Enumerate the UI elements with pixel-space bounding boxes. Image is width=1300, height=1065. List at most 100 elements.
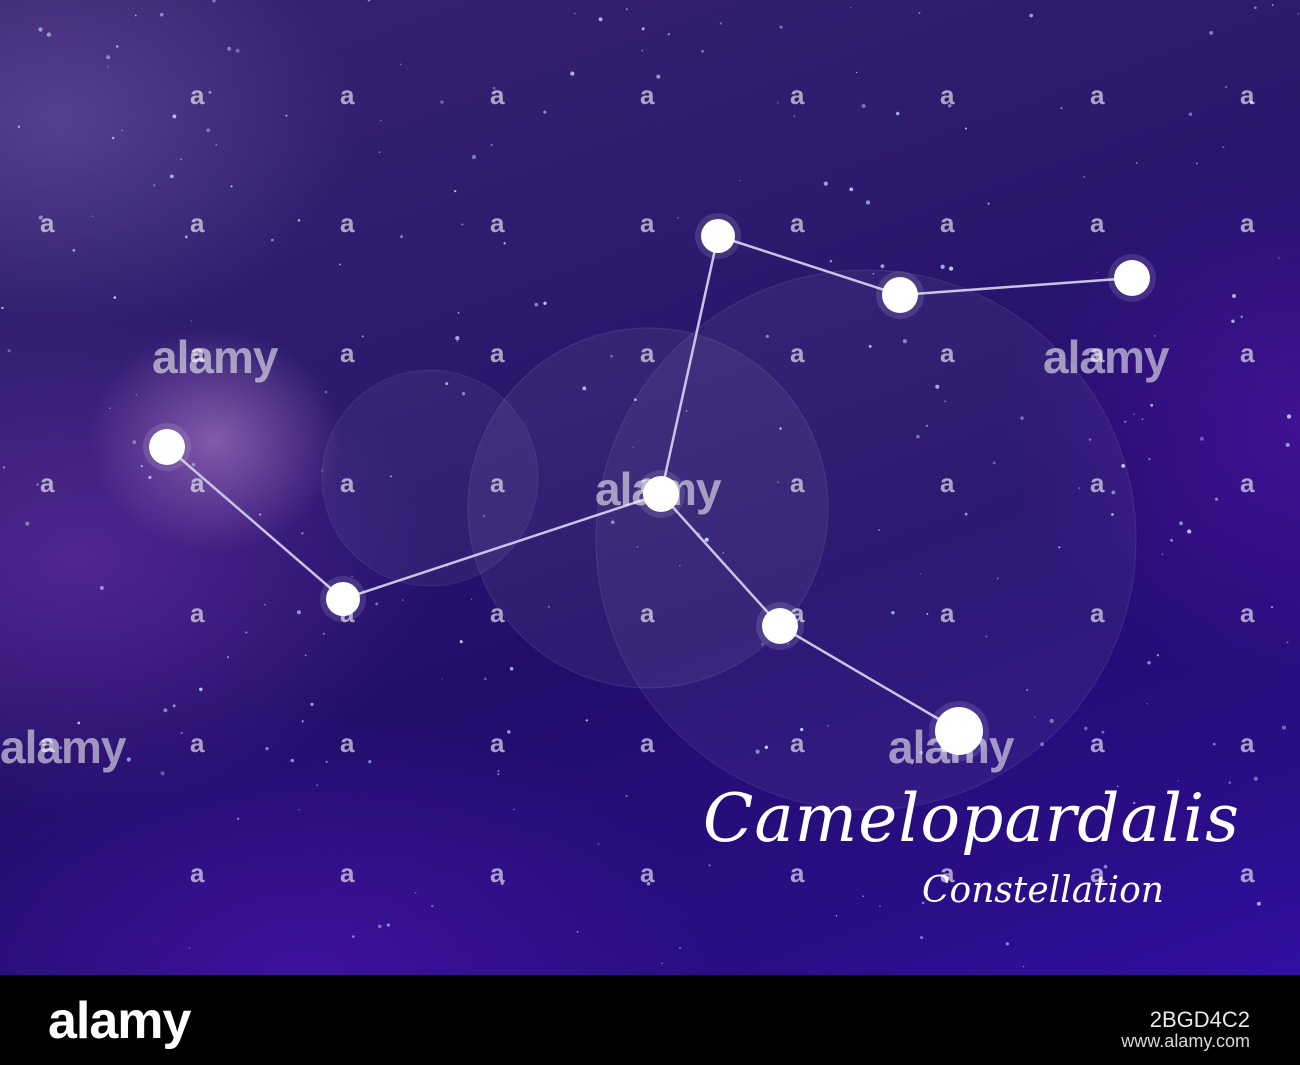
watermark-mark: a (340, 728, 355, 758)
background-star (878, 529, 881, 531)
background-star (2, 466, 6, 469)
background-star (576, 930, 579, 933)
background-star (310, 702, 314, 707)
watermark-mark: a (790, 468, 805, 498)
alamy-logo: alamy (48, 992, 191, 1050)
background-star (490, 143, 493, 147)
background-star (1123, 420, 1127, 423)
background-star (800, 727, 804, 732)
background-star (1040, 742, 1044, 747)
background-star (964, 512, 968, 516)
background-star (685, 410, 688, 412)
background-star (190, 320, 192, 322)
watermark-mark: a (190, 858, 205, 888)
background-star (940, 264, 945, 269)
background-star (304, 654, 307, 657)
background-star (148, 475, 152, 480)
watermark-mark: a (340, 80, 355, 110)
watermark-text: alamy (1043, 331, 1169, 383)
background-star (1088, 438, 1092, 441)
background-star (701, 49, 704, 53)
watermark-mark: a (1240, 80, 1255, 110)
background-star (1141, 418, 1144, 420)
background-star (386, 923, 390, 927)
watermark-mark: a (790, 598, 805, 628)
background-star (879, 905, 881, 907)
background-star (456, 340, 458, 343)
background-star (235, 48, 240, 53)
watermark-mark: a (940, 80, 955, 110)
background-star (325, 760, 328, 763)
background-star (106, 55, 111, 60)
background-star (121, 129, 123, 132)
background-star (872, 272, 875, 275)
background-star (180, 731, 183, 735)
background-star (985, 635, 988, 638)
background-star (1286, 641, 1289, 644)
background-star (509, 666, 514, 671)
background-star (667, 33, 671, 36)
background-star (301, 532, 304, 535)
watermark-mark: a (640, 338, 655, 368)
background-star (1297, 13, 1299, 15)
background-star (367, 0, 371, 2)
background-star (1249, 100, 1253, 104)
background-star (661, 962, 663, 964)
background-star (132, 440, 137, 444)
background-star (1231, 293, 1237, 299)
watermark-mark: a (790, 208, 805, 238)
background-star (779, 25, 783, 29)
background-star (1034, 716, 1036, 718)
watermark-mark: a (1240, 598, 1255, 628)
background-star (506, 730, 511, 734)
background-star (765, 334, 770, 339)
background-star (500, 881, 504, 886)
bokeh-circle (321, 369, 539, 587)
background-star (25, 521, 30, 526)
background-stars (1, 0, 1299, 968)
background-star (987, 202, 990, 205)
background-star (755, 749, 760, 754)
watermark-mark: a (490, 728, 505, 758)
background-star (1209, 30, 1214, 35)
watermark-mark: a (490, 468, 505, 498)
background-star (297, 808, 300, 811)
watermark-mark: a (1090, 208, 1105, 238)
constellation-stars (143, 213, 1156, 761)
background-star (1136, 162, 1138, 164)
background-star (916, 434, 920, 439)
watermark-mark: a (190, 468, 205, 498)
constellation-line (660, 493, 781, 627)
background-star (402, 599, 404, 601)
background-star (208, 90, 212, 94)
watermark-mark: a (490, 208, 505, 238)
background-star (891, 611, 895, 615)
background-star (739, 179, 741, 182)
watermark-mark: a (190, 598, 205, 628)
background-star (159, 12, 164, 17)
background-star (1101, 730, 1105, 734)
background-star (944, 400, 947, 403)
background-star (296, 610, 301, 615)
background-star (160, 771, 165, 776)
background-star (650, 615, 653, 618)
watermark-mark: a (640, 468, 655, 498)
background-star (399, 63, 402, 65)
background-star (1146, 703, 1148, 705)
background-star (470, 598, 473, 601)
watermark-mark: a (940, 598, 955, 628)
background-star (708, 864, 711, 867)
background-star (134, 14, 137, 17)
background-star (761, 643, 764, 646)
background-star (46, 32, 52, 37)
watermark-mark: a (940, 728, 955, 758)
background-star (245, 631, 248, 634)
background-star (265, 746, 269, 751)
watermark-mark: a (790, 728, 805, 758)
background-star (634, 398, 637, 402)
background-star (1278, 257, 1280, 259)
background-star (259, 513, 262, 516)
background-star (625, 795, 628, 798)
watermark-mark: a (640, 858, 655, 888)
background-star (237, 817, 240, 820)
